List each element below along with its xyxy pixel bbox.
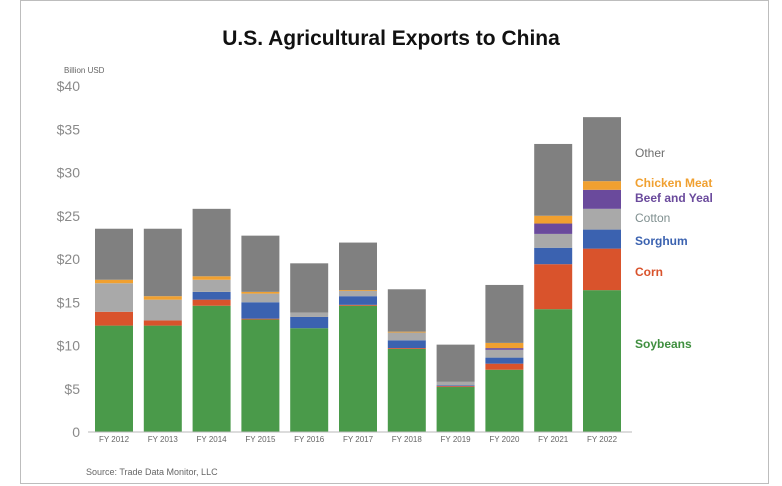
bar-segment [192,208,231,277]
bar-segment [436,387,475,432]
legend-label: Corn [635,265,663,279]
bar-segment [534,309,573,432]
bar-segment [339,291,377,297]
bar-segment [143,325,182,432]
y-tick-label: $15 [57,294,81,310]
bar-segment [95,283,133,312]
y-tick-label: $30 [57,165,81,181]
bar-segment [583,181,621,190]
bar-segment [241,291,280,294]
bar-segment [485,363,524,370]
legend-label: Sorghum [635,234,688,248]
x-tick-label: FY 2014 [197,435,228,444]
bar-segment [485,357,524,364]
legend-label: Soybeans [635,337,692,351]
bar-segment [534,264,573,310]
bar-segment [583,189,621,209]
y-axis: 0 $5 $10 $15 $20 $25 $30 $35 $40 [57,78,81,440]
y-tick-label: $25 [57,208,81,224]
y-tick-label: $35 [57,121,81,137]
bar-segment [143,320,182,326]
bar-segment [192,291,231,300]
bar-segment [192,305,231,432]
bar-segment [534,215,573,224]
x-tick-label: FY 2019 [441,435,472,444]
bar-segment [339,242,377,291]
bar-segment [583,208,621,230]
bar-segment [387,348,426,432]
legend-label: Other [635,146,665,160]
bar-segment [485,284,524,343]
bar-segment [387,332,426,341]
x-tick-label: FY 2020 [489,435,520,444]
y-tick-label: $10 [57,338,81,354]
y-axis-unit-label: Billion USD [64,66,105,75]
y-tick-label: $5 [64,381,80,397]
bar-segment [290,328,329,432]
bar-segment [95,311,133,326]
bar-segment [192,299,231,306]
bar-segment [241,319,280,432]
bar-segment [339,304,377,306]
bar-segment [436,386,475,388]
x-tick-label: FY 2017 [343,435,374,444]
bar-segment [143,228,182,297]
legend-label: Beef and Yeal [635,191,713,205]
bar-segment [339,305,377,432]
bar-segment [241,318,280,320]
x-tick-label: FY 2021 [538,435,569,444]
legend: Soybeans Corn Sorghum Cotton Beef and YealCh… [635,146,713,351]
bar-segment [583,248,621,291]
bars [95,117,621,432]
bar-segment [534,223,573,234]
bar-segment [436,381,475,386]
y-tick-label: $40 [57,78,81,94]
y-tick-label: $20 [57,251,81,267]
legend-label: Chicken Meat [635,176,712,190]
bar-segment [436,385,475,387]
bar-segment [241,302,280,319]
source-note: Source: Trade Data Monitor, LLC [86,467,218,477]
bar-segment [387,331,426,333]
bar-segment [339,296,377,305]
x-tick-label: FY 2013 [148,435,179,444]
bar-segment [241,293,280,303]
bar-segment [387,340,426,349]
bar-segment [583,117,621,182]
x-tick-label: FY 2015 [245,435,276,444]
bar-segment [583,290,621,432]
x-axis: FY 2012 FY 2013 FY 2014 FY 2015 FY 2016 FY 20… [88,431,632,444]
bar-segment [534,233,573,248]
bar-segment [583,229,621,249]
chart-title: U.S. Agricultural Exports to China [222,27,560,50]
bar-segment [387,289,426,332]
x-tick-label: FY 2012 [99,435,130,444]
bar-segment [485,369,524,432]
bar-segment [485,342,524,349]
x-tick-label: FY 2022 [587,435,618,444]
bar-segment [241,235,280,292]
bar-segment [534,143,573,216]
bar-segment [95,279,133,284]
bar-segment [436,344,475,382]
x-tick-label: FY 2016 [294,435,325,444]
bar-segment [485,348,524,350]
bar-segment [290,312,329,317]
y-tick-label: 0 [72,424,80,440]
bar-segment [290,263,329,313]
bar-segment [192,276,231,280]
bar-segment [534,247,573,265]
bar-segment [95,325,133,432]
bar-segment [339,290,377,292]
bar-segment [485,349,524,358]
bar-segment [192,279,231,292]
bar-segment [143,296,182,300]
bar-segment [143,299,182,321]
bar-segment [95,228,133,280]
bar-segment [290,316,329,329]
x-tick-label: FY 2018 [392,435,423,444]
bar-segment [387,348,426,349]
legend-label: Cotton [635,211,670,225]
